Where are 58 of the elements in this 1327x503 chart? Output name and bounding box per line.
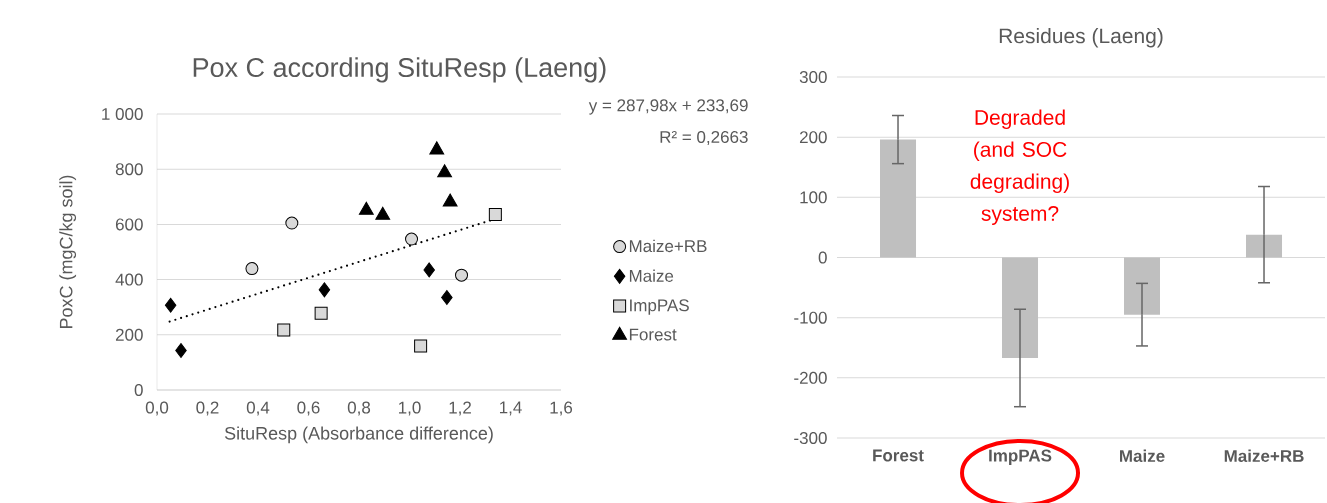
x-tick-label: ImpPAS <box>989 449 1052 465</box>
y-axis-title: PoxC (mgC/kg soil) <box>59 175 77 329</box>
text: R² = 0,2663 <box>660 130 748 146</box>
point <box>164 297 177 313</box>
legend-label: ImpPAS <box>630 299 689 315</box>
x-tick-label: 1,4 <box>499 401 522 416</box>
x-tick-label: 1,2 <box>449 401 471 416</box>
y-tick-label: 400 <box>115 273 143 286</box>
y-tick-label: 1 000 <box>102 107 143 121</box>
x-tick-label: 1,0 <box>398 401 421 416</box>
y-tick-label: 600 <box>115 218 143 231</box>
point <box>455 268 469 282</box>
y-tick-label: 800 <box>115 163 143 176</box>
point <box>488 207 502 221</box>
legend-label: Forest <box>629 328 677 341</box>
y-tick-label: 200 <box>115 328 143 341</box>
point <box>245 262 259 276</box>
text: y = 287,98x + 233,69 <box>588 99 748 115</box>
y-tick-label: 300 <box>799 70 827 84</box>
point <box>358 201 374 215</box>
point <box>442 193 458 207</box>
x-axis-title: SituResp (Absorbance difference) <box>224 426 493 444</box>
x-tick-label: Forest <box>873 449 924 462</box>
y-tick-label: 100 <box>800 191 827 204</box>
chart-title: Residues (Laeng) <box>999 27 1163 48</box>
point <box>429 141 445 155</box>
annotation: Degraded (and SOC degrading) system? <box>970 109 1069 226</box>
point <box>441 290 453 306</box>
x-tick-label: Maize <box>1120 449 1165 463</box>
point <box>375 206 391 220</box>
y-tick-label: 0 <box>134 383 143 397</box>
y-tick-label: -300 <box>794 431 827 445</box>
point <box>437 164 453 178</box>
point <box>423 262 435 278</box>
point <box>314 306 328 320</box>
x-tick-label: Maize+RB <box>1224 449 1304 463</box>
y-tick-label: -200 <box>794 371 827 384</box>
point <box>285 216 299 230</box>
chart-title: Pox C according SituResp (Laeng) <box>193 57 606 83</box>
point <box>405 232 419 246</box>
y-tick-label: -100 <box>794 311 827 324</box>
bar <box>1002 257 1039 358</box>
x-tick-label: 1,6 <box>550 401 573 416</box>
x-tick-label: 0,2 <box>196 401 219 416</box>
legend-label: Maize+RB <box>629 239 707 253</box>
y-tick-label: 200 <box>799 131 827 144</box>
x-tick-label: 0,0 <box>145 401 169 416</box>
bar <box>1246 234 1283 258</box>
bar <box>880 139 917 258</box>
x-tick-label: 0,8 <box>347 401 371 416</box>
point <box>277 323 291 337</box>
point <box>175 343 187 359</box>
point <box>414 339 428 353</box>
x-tick-label: 0,4 <box>246 401 270 416</box>
y-tick-label: 0 <box>818 251 827 264</box>
x-tick-label: 0,6 <box>297 401 320 416</box>
point <box>318 282 331 298</box>
legend-label: Maize <box>629 269 674 282</box>
